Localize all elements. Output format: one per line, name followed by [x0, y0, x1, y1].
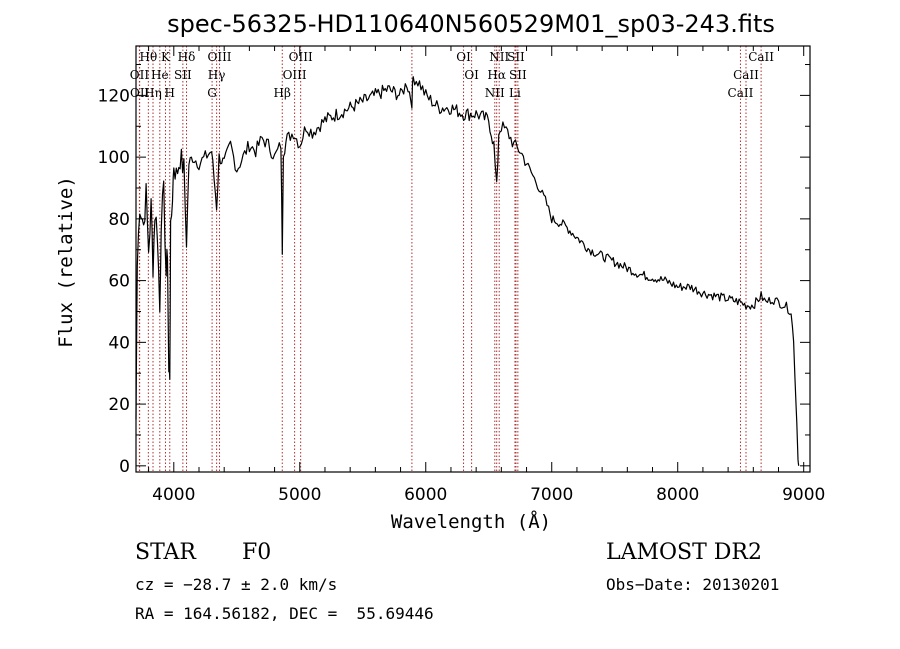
y-tick-label: 60	[108, 272, 130, 292]
line-label: OIII	[283, 68, 307, 82]
observation-date: Obs−Date: 20130201	[606, 575, 780, 594]
y-tick-label: 40	[108, 333, 130, 353]
line-label: CaII	[748, 50, 774, 64]
line-label: Hδ	[178, 50, 196, 64]
y-tick-label: 120	[98, 86, 130, 106]
x-tick-label: 9000	[782, 485, 825, 505]
line-label: CaII	[728, 86, 754, 100]
line-label: OI	[464, 68, 479, 82]
chart-title: spec-56325-HD110640N560529M01_sp03-243.f…	[167, 10, 775, 38]
y-tick-label: 80	[108, 210, 130, 230]
line-label: SII	[507, 50, 525, 64]
plot-frame	[135, 45, 811, 473]
line-label: OIII	[207, 50, 231, 64]
line-label: Hβ	[274, 86, 291, 100]
line-label: H	[165, 86, 175, 100]
x-tick-label: 7000	[530, 485, 573, 505]
line-label: Hα	[487, 68, 506, 82]
line-label: Hη	[144, 86, 162, 100]
x-tick-label: 8000	[656, 485, 699, 505]
line-label: SII	[174, 68, 192, 82]
line-label: G	[207, 86, 217, 100]
x-axis-label: Wavelength (Å)	[391, 510, 551, 533]
object-type: STAR	[135, 540, 196, 565]
line-label: K	[161, 50, 171, 64]
line-label: CaII	[733, 68, 759, 82]
x-tick-label: 6000	[404, 485, 447, 505]
line-label: Li	[509, 86, 521, 100]
spectrum-line	[135, 76, 800, 466]
line-label: Hγ	[208, 68, 226, 82]
spectral-line-markers	[138, 46, 762, 472]
line-label: OII	[130, 68, 150, 82]
line-label: NII	[489, 50, 509, 64]
y-axis-label: Flux (relative)	[55, 176, 77, 348]
axis-ticks: 4000 5000 6000 7000 8000 9000 0 20 40 60 80 100 120	[98, 46, 825, 505]
y-tick-label: 100	[98, 148, 130, 168]
coordinates: RA = 164.56182, DEC = 55.69446	[135, 604, 434, 623]
line-label: OIII	[289, 50, 313, 64]
line-label: NII	[485, 86, 505, 100]
y-tick-label: 20	[108, 395, 130, 415]
line-label: OII	[130, 86, 150, 100]
subclass: F0	[242, 540, 272, 565]
line-label: Hθ	[139, 50, 157, 64]
x-tick-label: 4000	[152, 485, 195, 505]
line-label: SII	[509, 68, 527, 82]
line-label: OI	[456, 50, 471, 64]
redshift-cz: cz = −28.7 ± 2.0 km/s	[135, 575, 338, 594]
line-label: He	[151, 68, 169, 82]
x-tick-label: 5000	[278, 485, 321, 505]
survey-name: LAMOST DR2	[606, 540, 762, 565]
y-tick-label: 0	[119, 457, 130, 477]
